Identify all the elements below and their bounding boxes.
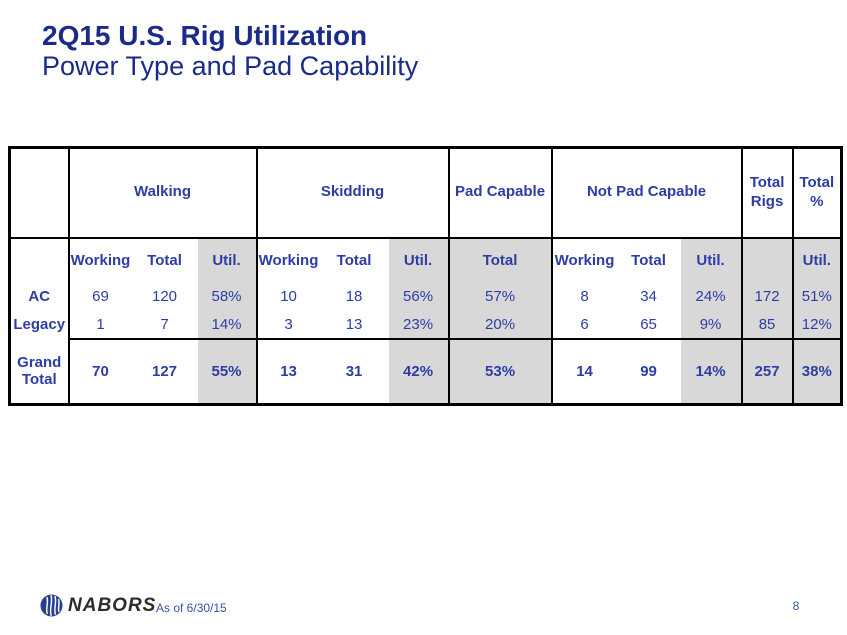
legacy-walking-util: 14% — [197, 311, 257, 339]
nabors-logo-icon — [40, 594, 63, 622]
group-header-walking: Walking — [67, 147, 257, 239]
subheader-total-pct-util: Util. — [791, 237, 842, 282]
legacy-skidding-total: 13 — [345, 316, 363, 333]
gt-total-pct: 38% — [791, 337, 842, 405]
rig-utilization-table: Walking Skidding Pad Capable Not Pad Cap… — [8, 146, 844, 406]
slide-subtitle: Power Type and Pad Capability — [42, 51, 419, 82]
legacy-skidding-working: 3 — [255, 311, 320, 339]
legacy-npc-util: 9% — [680, 311, 742, 339]
subheader-pad-capable-total: Total — [447, 237, 552, 282]
ac-pad-capable-total: 57% — [447, 281, 552, 312]
table-row-legacy: Legacy 1 7 14% 3 13 23% 20% 6 65 9% 85 1… — [10, 311, 842, 339]
page-number: 8 — [792, 599, 800, 613]
subheader-total-rigs-empty — [740, 237, 793, 282]
gt-pad-capable-total: 53% — [447, 337, 552, 405]
ac-skidding-total: 18 — [345, 288, 363, 305]
subheader-npc-total: Total — [631, 251, 666, 269]
corner-cell — [9, 147, 69, 239]
ac-skidding-util: 56% — [388, 281, 449, 312]
subheader-npc-util: Util. — [680, 237, 742, 282]
gt-skidding-working: 13 — [255, 337, 320, 405]
gt-skidding-total: 31 — [319, 337, 389, 405]
table-group-header-row: Walking Skidding Pad Capable Not Pad Cap… — [9, 147, 842, 239]
subheader-skidding-util: Util. — [388, 237, 449, 282]
table-subheader-row: Working Total Util. Working Total Util. … — [10, 237, 842, 282]
legacy-npc-total: 65 — [640, 316, 657, 333]
slide-footer: NABORS As of 6/30/15 8 — [0, 588, 847, 624]
subheader-empty — [10, 238, 69, 282]
legacy-skidding-util: 23% — [388, 311, 449, 339]
ac-walking-working: 69 — [67, 281, 132, 312]
legacy-walking-working: 1 — [67, 311, 132, 339]
subheader-walking-total: Total — [147, 251, 182, 269]
ac-skidding-working: 10 — [255, 281, 320, 312]
legacy-total-rigs: 85 — [740, 311, 793, 339]
legacy-total-pct: 12% — [791, 311, 842, 339]
ac-walking-util: 58% — [197, 281, 257, 312]
gt-npc-total: 99 — [616, 337, 681, 405]
ac-total-pct: 51% — [791, 281, 842, 312]
gt-walking-total: 127 — [131, 337, 198, 405]
row-label-legacy: Legacy — [13, 316, 66, 334]
subheader-skidding-working: Working — [255, 237, 320, 282]
subheader-walking-working: Working — [67, 237, 132, 282]
subheader-skidding-total: Total — [336, 251, 372, 269]
title-block: 2Q15 U.S. Rig Utilization Power Type and… — [42, 20, 418, 82]
group-header-total-pct: Total % — [791, 147, 842, 239]
slide-title: 2Q15 U.S. Rig Utilization — [42, 20, 368, 51]
table-row-ac: AC 69 120 58% 10 18 56% 57% 8 34 24% 172… — [10, 281, 842, 312]
row-label-ac: AC — [28, 287, 51, 305]
gt-npc-util: 14% — [680, 337, 742, 405]
as-of-date: As of 6/30/15 — [156, 601, 227, 615]
ac-npc-total: 34 — [640, 288, 657, 305]
ac-walking-total: 120 — [151, 288, 178, 305]
group-header-pad-capable: Pad Capable — [447, 147, 552, 239]
gt-walking-working: 70 — [67, 337, 132, 405]
group-header-not-pad-capable: Not Pad Capable — [550, 147, 742, 239]
row-label-grand-total: Grand Total — [17, 353, 62, 388]
legacy-pad-capable-total: 20% — [447, 311, 552, 339]
gt-npc-working: 14 — [550, 337, 617, 405]
gt-total-rigs: 257 — [740, 337, 793, 405]
gt-walking-util: 55% — [197, 337, 257, 405]
group-header-total-rigs: Total Rigs — [740, 147, 793, 239]
ac-npc-util: 24% — [680, 281, 742, 312]
legacy-npc-working: 6 — [550, 311, 617, 339]
gt-skidding-util: 42% — [388, 337, 449, 405]
group-header-skidding: Skidding — [255, 147, 449, 239]
subheader-npc-working: Working — [550, 237, 617, 282]
table-row-grand-total: Grand Total 70 127 55% 13 31 42% 53% 14 … — [10, 337, 842, 405]
ac-npc-working: 8 — [550, 281, 617, 312]
nabors-wordmark: NABORS — [68, 595, 157, 616]
ac-total-rigs: 172 — [740, 281, 793, 312]
legacy-walking-total: 7 — [160, 316, 169, 333]
subheader-walking-util: Util. — [197, 237, 257, 282]
